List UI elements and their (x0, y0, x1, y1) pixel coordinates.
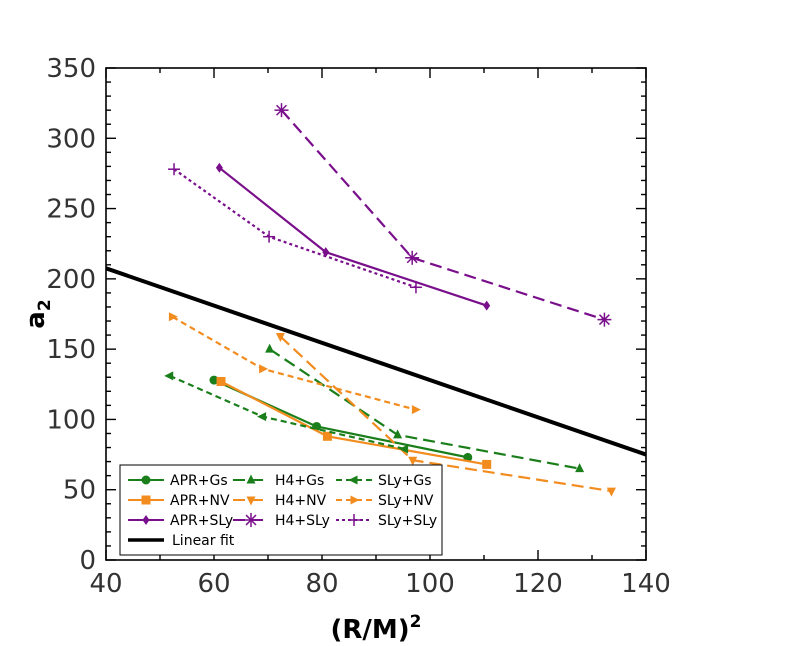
legend-item-sly-nv: SLy+NV (336, 493, 434, 509)
data-point-h4-nv-1 (275, 332, 285, 342)
series-sly-gs (164, 371, 409, 454)
x-tick-label: 140 (621, 569, 671, 599)
y-axis-title-sub: 2 (35, 299, 55, 311)
legend-item-sly-gs: SLy+Gs (336, 473, 432, 489)
data-point-sly-sly-2 (263, 230, 276, 243)
legend-label: APR+NV (170, 493, 230, 509)
series-line-apr-sly (218, 166, 488, 307)
legend-label: SLy+NV (378, 493, 434, 509)
legend-item-apr-nv: APR+NV (128, 493, 230, 509)
series-h4-sly (274, 103, 612, 327)
data-point-sly-gs-3 (399, 444, 409, 454)
data-point-apr-sly-1 (215, 162, 223, 173)
data-point-sly-sly-1 (168, 163, 181, 176)
x-axis-title-sup: 2 (410, 612, 422, 632)
legend-marker (141, 495, 151, 505)
legend-label: SLy+SLy (378, 513, 437, 529)
data-point-sly-nv-2 (259, 364, 269, 374)
data-point-h4-sly-2 (405, 250, 420, 265)
x-tick-label: 40 (89, 569, 122, 599)
x-tick-label: 80 (305, 569, 338, 599)
data-point-apr-gs-1 (209, 375, 219, 385)
legend-marker (350, 495, 360, 505)
legend-label: SLy+Gs (378, 473, 432, 489)
series-line-apr-nv (220, 380, 487, 466)
y-tick-label: 150 (46, 335, 96, 365)
legend-marker (141, 475, 151, 485)
data-point-sly-nv-1 (168, 312, 178, 322)
data-point-sly-sly-3 (409, 281, 422, 294)
x-tick-label: 100 (405, 569, 455, 599)
data-point-sly-nv-3 (411, 405, 421, 415)
legend-item-linearfit: Linear fit (128, 533, 235, 549)
legend-label: APR+SLy (170, 513, 233, 529)
data-point-h4-gs-2 (393, 429, 403, 439)
x-tick-label: 60 (197, 569, 230, 599)
legend-item-h4-sly: H4+SLy (233, 513, 330, 529)
legend-item-h4-gs: H4+Gs (233, 473, 324, 489)
y-tick-label: 200 (46, 265, 96, 295)
y-tick-label: 100 (46, 405, 96, 435)
y-tick-label: 300 (46, 124, 96, 154)
x-tick-label: 120 (513, 569, 563, 599)
data-point-sly-gs-2 (257, 412, 267, 422)
legend-marker (246, 474, 256, 484)
legend-marker (142, 515, 150, 525)
data-point-h4-nv-3 (606, 487, 616, 497)
data-point-h4-gs-1 (265, 343, 275, 353)
legend-item-sly-sly: SLy+SLy (336, 513, 437, 529)
data-point-apr-sly-3 (483, 300, 491, 311)
y-tick-label: 0 (79, 546, 96, 576)
legend-label: H4+Gs (275, 473, 324, 489)
series-apr-gs (209, 375, 473, 462)
data-point-h4-gs-3 (575, 463, 585, 473)
legend-marker (244, 513, 258, 527)
series-h4-gs (265, 343, 585, 473)
legend-marker (246, 496, 256, 506)
legend: APR+Gs H4+Gs SLy+Gs APR+NV H4+NV SLy+NV APR+SL… (119, 464, 443, 556)
legend-item-h4-nv: H4+NV (233, 493, 327, 509)
series-apr-sly (215, 162, 491, 311)
legend-marker (348, 475, 358, 485)
legend-box (119, 464, 443, 556)
data-point-h4-sly-3 (597, 312, 612, 327)
series-line-h4-sly (280, 109, 605, 321)
legend-item-apr-gs: APR+Gs (128, 473, 228, 489)
data-point-h4-nv-2 (408, 456, 418, 466)
y-axis-title: a2 (21, 299, 55, 328)
legend-label: Linear fit (172, 533, 235, 549)
series-line-h4-gs (269, 348, 580, 470)
linear-fit-line (105, 266, 647, 457)
y-tick-label: 250 (46, 195, 96, 225)
data-point-apr-nv-2 (322, 431, 332, 441)
legend-label: APR+Gs (170, 473, 228, 489)
series-apr-nv (216, 376, 492, 469)
x-axis-title: (R/M)2 (331, 612, 422, 645)
series-sly-sly (168, 163, 422, 294)
data-point-h4-sly-1 (274, 103, 289, 118)
legend-label: H4+SLy (275, 513, 330, 529)
y-tick-label: 350 (46, 54, 96, 84)
data-point-sly-gs-1 (164, 371, 174, 381)
legend-marker (348, 514, 360, 526)
data-point-apr-nv-3 (482, 459, 492, 469)
legend-item-apr-sly: APR+SLy (128, 513, 233, 529)
legend-label: H4+NV (275, 493, 327, 509)
y-tick-label: 50 (63, 476, 96, 506)
data-point-apr-nv-1 (216, 376, 226, 386)
series-sly-nv (168, 312, 421, 415)
series-h4-nv (275, 332, 616, 497)
